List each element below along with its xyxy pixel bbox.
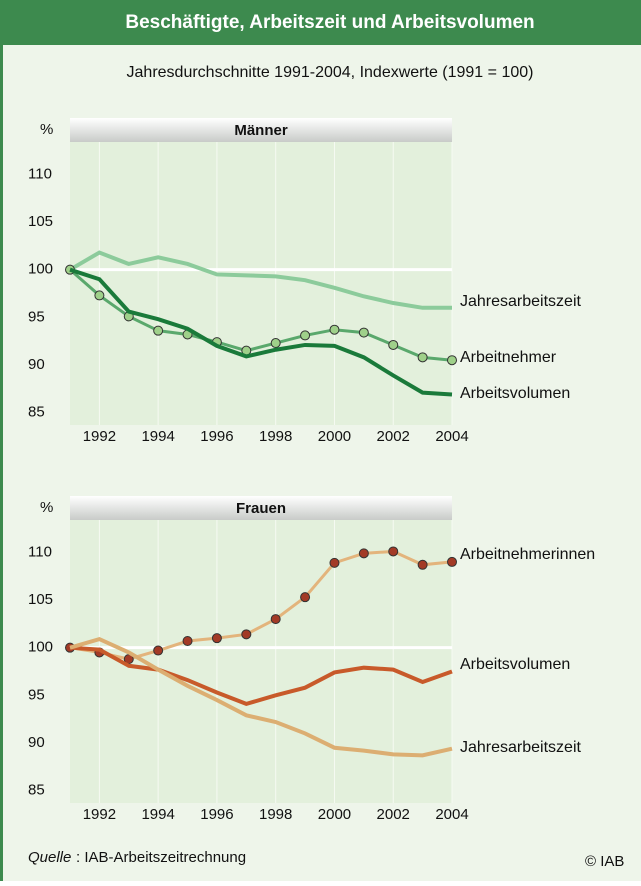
copyright: © IAB	[585, 853, 624, 870]
marker	[300, 592, 311, 603]
x-tick-label: 1992	[83, 806, 116, 823]
panel-title-bar	[70, 118, 452, 142]
marker	[417, 559, 428, 570]
marker	[270, 338, 281, 349]
marker	[388, 546, 399, 557]
x-tick-label: 2002	[377, 806, 410, 823]
x-tick-label: 2000	[318, 806, 351, 823]
y-tick-label: 100	[28, 261, 53, 278]
panel-title: Männer	[234, 122, 288, 139]
legend-label: Arbeitsvolumen	[460, 385, 570, 402]
source: : IAB-Arbeitszeitrechnung	[76, 849, 246, 866]
x-tick-label: 2000	[318, 428, 351, 445]
subtitle: Jahresdurchschnitte 1991-2004, Indexwert…	[127, 64, 534, 81]
source-label: Quelle	[28, 849, 71, 866]
x-tick-label: 1994	[141, 806, 174, 823]
marker	[182, 636, 193, 647]
x-tick-label: 1996	[200, 806, 233, 823]
marker	[358, 327, 369, 338]
marker	[241, 629, 252, 640]
y-tick-label: 95	[28, 686, 45, 703]
x-tick-label: 2002	[377, 428, 410, 445]
legend-label: Arbeitnehmer	[460, 349, 557, 366]
plot-area	[70, 142, 452, 425]
x-tick-label: 1992	[83, 428, 116, 445]
marker	[153, 325, 164, 336]
left-border	[0, 0, 3, 881]
legend-label: Jahresarbeitszeit	[460, 739, 582, 756]
y-tick-label: 105	[28, 591, 53, 608]
line	[69, 267, 453, 397]
x-tick-label: 2004	[435, 428, 468, 445]
line	[68, 250, 452, 310]
marker	[300, 330, 311, 341]
line	[69, 636, 453, 758]
y-tick-label: 85	[28, 782, 45, 799]
marker	[211, 633, 222, 644]
y-tick-label: 110	[28, 165, 52, 182]
y-tick-label: 90	[28, 734, 45, 751]
title: Beschäftigte, Arbeitszeit und Arbeitsvol…	[125, 12, 534, 33]
x-tick-label: 2004	[435, 806, 468, 823]
marker	[417, 352, 428, 363]
legend-label: Arbeitnehmerinnen	[460, 546, 595, 563]
line	[69, 268, 453, 362]
y-tick-label: 105	[28, 213, 53, 230]
legend-label: Jahresarbeitszeit	[460, 293, 582, 310]
y-tick-label: 100	[28, 639, 53, 656]
marker	[447, 355, 457, 366]
y-unit: %	[40, 121, 53, 138]
legend-label: Arbeitsvolumen	[460, 656, 570, 673]
panel-title-bar	[70, 496, 452, 520]
x-tick-label: 1996	[200, 428, 233, 445]
marker	[329, 557, 340, 568]
marker	[447, 556, 457, 567]
y-tick-label: 110	[28, 543, 52, 560]
marker	[388, 339, 399, 350]
marker	[329, 324, 340, 335]
x-tick-label: 1998	[259, 806, 292, 823]
panel-title: Frauen	[236, 500, 286, 517]
marker	[94, 290, 105, 301]
x-tick-label: 1994	[141, 428, 174, 445]
x-tick-label: 1998	[259, 428, 292, 445]
plot-area	[70, 520, 452, 803]
marker	[153, 645, 164, 656]
marker	[358, 548, 369, 559]
y-tick-label: 85	[28, 404, 45, 421]
y-tick-label: 95	[28, 308, 45, 325]
line	[69, 645, 453, 707]
y-unit: %	[40, 499, 53, 516]
marker	[270, 614, 281, 625]
header-bar	[0, 0, 641, 45]
y-tick-label: 90	[28, 356, 45, 373]
